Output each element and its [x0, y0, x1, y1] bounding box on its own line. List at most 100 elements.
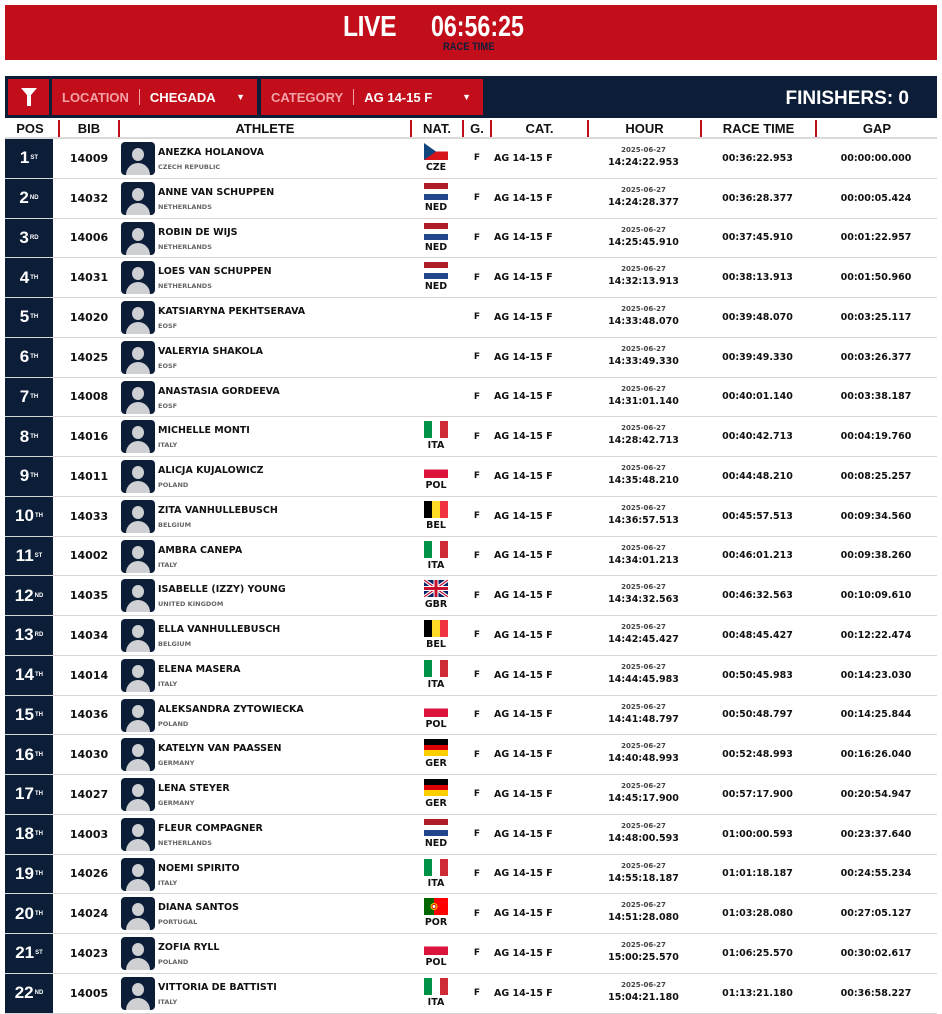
athlete-name[interactable]: FLEUR COMPAGNER — [158, 822, 263, 834]
athlete-name[interactable]: KATELYN VAN PAASSEN — [158, 743, 282, 755]
table-row[interactable]: 19 TH 14026 NOEMI SPIRITO ITALY ITA F AG 14-15 … — [5, 854, 937, 895]
athlete-name[interactable]: VALERYIA SHAKOLA — [158, 345, 264, 357]
athlete-country: EOSF — [158, 401, 178, 410]
table-row[interactable]: 12 ND 14035 ISABELLE (IZZY) YOUNG UNITED KIN… — [5, 576, 937, 616]
col-bib[interactable]: BIB — [58, 120, 118, 137]
gender: F — [473, 590, 481, 601]
table-row[interactable]: 13 RD 14034 ELLA VANHULLEBUSCH BELGIUM BEL F AG… — [5, 616, 937, 656]
location-select[interactable]: LOCATION CHEGADA ▼ — [52, 79, 257, 115]
col-nat[interactable]: NAT. — [410, 120, 462, 137]
gender: F — [473, 272, 481, 283]
avatar-placeholder-icon — [121, 460, 155, 493]
bib-number: 14006 — [69, 231, 109, 245]
table-row[interactable]: 9 TH 14011 ALICJA KUJALOWICZ POLAND POL F AG 14… — [5, 457, 937, 497]
gap: 00:08:25.257 — [840, 470, 912, 482]
col-hour[interactable]: HOUR — [587, 120, 700, 137]
gap: 00:24:55.234 — [840, 868, 912, 880]
athlete-name[interactable]: NOEMI SPIRITO — [158, 862, 240, 874]
col-race-time[interactable]: RACE TIME — [700, 120, 815, 137]
race-time: 00:38:13.913 — [722, 272, 793, 284]
athlete-name[interactable]: ISABELLE (IZZY) YOUNG — [158, 584, 286, 596]
hour-date: 2025-06-27 — [621, 901, 666, 910]
filter-button[interactable] — [8, 79, 49, 115]
position-suffix: TH — [30, 433, 39, 440]
flag-ned-icon — [424, 262, 448, 280]
position-number: 6 — [19, 347, 30, 367]
table-row[interactable]: 1 ST 14009 ANEZKA HOLANOVA CZECH REPUBLIC CZE… — [5, 139, 937, 179]
table-row[interactable]: 16 TH 14030 KATELYN VAN PAASSEN GERMANY GER F A… — [5, 735, 937, 775]
position-suffix: TH — [34, 910, 43, 917]
athlete-name[interactable]: ZITA VANHULLEBUSCH — [158, 504, 278, 516]
col-gender[interactable]: G. — [462, 120, 490, 137]
position-suffix: TH — [34, 751, 43, 758]
athlete-name[interactable]: LENA STEYER — [158, 783, 230, 794]
table-row[interactable]: 18 TH 14003 FLEUR COMPAGNER NETHERLANDS NED F A… — [5, 814, 937, 855]
athlete-name[interactable]: VITTORIA DE BATTISTI — [158, 981, 277, 993]
bib-number: 14014 — [69, 668, 109, 682]
athlete-name[interactable]: ANEZKA HOLANOVA — [158, 147, 264, 158]
hour-time: 14:34:01.213 — [608, 554, 679, 566]
table-row[interactable]: 20 TH 14024 DIANA SANTOS PORTUGAL POR F AG 14-1… — [5, 894, 937, 934]
table-row[interactable]: 2 ND 14032 ANNE VAN SCHUPPEN NETHERLANDS NED F… — [5, 178, 937, 219]
table-row[interactable]: 21 ST 14023 ZOFIA RYLL POLAND POL F AG 14-15 F 2… — [5, 934, 937, 974]
gap: 00:03:38.187 — [840, 391, 912, 403]
position-suffix: ND — [34, 592, 44, 599]
position: 20 TH — [5, 894, 53, 933]
athlete-name[interactable]: AMBRA CANEPA — [158, 544, 243, 556]
athlete-name[interactable]: MICHELLE MONTI — [158, 425, 250, 437]
table-row[interactable]: 17 TH 14027 LENA STEYER GERMANY GER F AG 14-15 … — [5, 775, 937, 815]
hour-date: 2025-06-27 — [621, 941, 666, 949]
athlete-name[interactable]: ELLA VANHULLEBUSCH — [158, 624, 281, 635]
position: 22 ND — [5, 973, 53, 1013]
athlete-name[interactable]: ANASTASIA GORDEEVA — [158, 385, 280, 397]
col-athlete[interactable]: ATHLETE — [118, 120, 410, 137]
athlete-name[interactable]: ALEKSANDRA ZYTOWIECKA — [158, 703, 304, 715]
hour-time: 14:24:22.953 — [608, 157, 679, 168]
divider — [138, 89, 140, 105]
table-row[interactable]: 22 ND 14005 VITTORIA DE BATTISTI ITALY ITA F AG… — [5, 973, 937, 1014]
athlete-country: BELGIUM — [158, 640, 192, 648]
table-row[interactable]: 11 ST 14002 AMBRA CANEPA ITALY ITA F AG 14-15 F… — [5, 536, 937, 577]
avatar-placeholder-icon — [121, 301, 155, 334]
athlete-name[interactable]: KATSIARYNA PEKHTSERAVA — [158, 306, 306, 317]
athlete-country: ITALY — [158, 441, 178, 450]
athlete-name[interactable]: ROBIN DE WIJS — [158, 226, 238, 238]
table-row[interactable]: 6 TH 14025 VALERYIA SHAKOLA EOSF F AG 14-15 F 2… — [5, 337, 937, 378]
nationality-code: POR — [424, 917, 448, 929]
table-row[interactable]: 7 TH 14008 ANASTASIA GORDEEVA EOSF F AG 14-15 … — [5, 377, 937, 418]
table-row[interactable]: 4 TH 14031 LOES VAN SCHUPPEN NETHERLANDS NED F… — [5, 258, 937, 298]
athlete-name[interactable]: ELENA MASERA — [158, 663, 241, 675]
hour-date: 2025-06-27 — [621, 305, 666, 313]
col-gap[interactable]: GAP — [815, 120, 937, 137]
athlete-name[interactable]: LOES VAN SCHUPPEN — [158, 266, 272, 278]
hour-date: 2025-06-27 — [621, 623, 666, 631]
table-row[interactable]: 15 TH 14036 ALEKSANDRA ZYTOWIECKA POLAND POL F… — [5, 695, 937, 736]
position-suffix: TH — [34, 672, 43, 679]
athlete-name[interactable]: ANNE VAN SCHUPPEN — [158, 186, 275, 198]
table-row[interactable]: 3 RD 14006 ROBIN DE WIJS NETHERLANDS NED F AG 1… — [5, 218, 937, 259]
hour-date: 2025-06-27 — [621, 742, 666, 751]
table-row[interactable]: 5 TH 14020 KATSIARYNA PEKHTSERAVA EOSF F AG 14… — [5, 298, 937, 338]
athlete-country: POLAND — [158, 958, 189, 966]
hour-time: 14:24:28.377 — [608, 196, 679, 208]
position-number: 2 — [19, 188, 29, 208]
flag-ned-icon — [424, 818, 448, 836]
avatar-placeholder-icon — [121, 976, 155, 1010]
col-category[interactable]: CAT. — [490, 120, 587, 137]
hour-date: 2025-06-27 — [621, 543, 666, 552]
flag-ita-icon — [424, 977, 448, 995]
table-row[interactable]: 8 TH 14016 MICHELLE MONTI ITALY ITA F AG 14-15 … — [5, 417, 937, 457]
hour-time: 15:00:25.570 — [608, 952, 679, 963]
position-number: 14 — [15, 665, 34, 685]
category: AG 14-15 F — [494, 311, 553, 323]
athlete-name[interactable]: ZOFIA RYLL — [158, 942, 220, 953]
table-row[interactable]: 10 TH 14033 ZITA VANHULLEBUSCH BELGIUM BEL F AG… — [5, 496, 937, 537]
category-select[interactable]: CATEGORY AG 14-15 F ▼ — [261, 79, 483, 115]
position: 21 ST — [5, 934, 53, 973]
position-suffix: RD — [34, 632, 44, 639]
col-pos[interactable]: POS — [16, 121, 44, 136]
nationality-code: POL — [425, 480, 447, 491]
athlete-name[interactable]: ALICJA KUJALOWICZ — [158, 465, 264, 476]
athlete-name[interactable]: DIANA SANTOS — [158, 902, 239, 914]
table-row[interactable]: 14 TH 14014 ELENA MASERA ITALY ITA F AG 14-15 F… — [5, 655, 937, 696]
